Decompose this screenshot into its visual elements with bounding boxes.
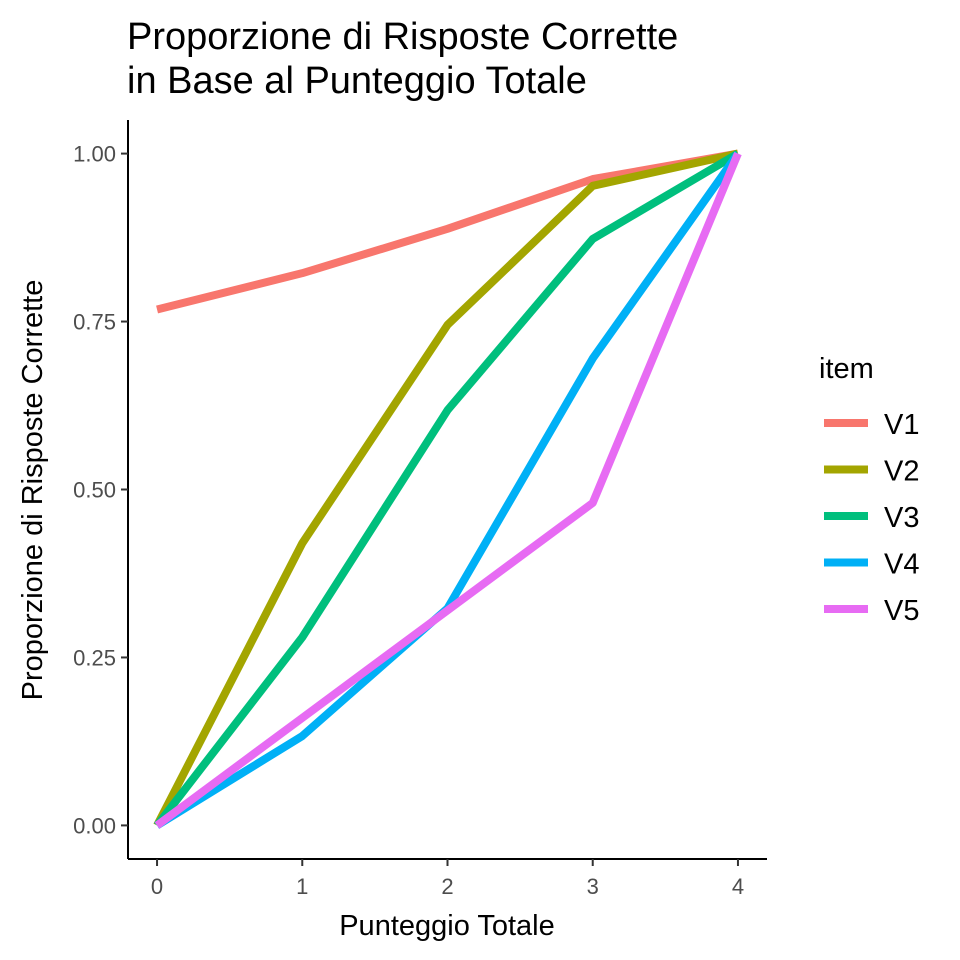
- chart-title-line-1: Proporzione di Risposte Corrette: [127, 16, 679, 58]
- series-line-v3: [153, 150, 740, 828]
- x-tick-label: 1: [296, 874, 308, 899]
- x-tick-label: 2: [441, 874, 453, 899]
- legend-label-v3: V3: [884, 502, 919, 534]
- legend-label-v5: V5: [884, 595, 919, 627]
- series-line-v4: [154, 151, 742, 829]
- legend-label-v2: V2: [884, 456, 919, 488]
- legend-label-v4: V4: [884, 549, 919, 581]
- y-tick-label: 1.00: [73, 142, 116, 167]
- y-axis-title: Proporzione di Risposte Corrette: [17, 280, 49, 701]
- legend: item V1 V2 V3 V4 V5: [819, 353, 919, 627]
- x-tick-label: 0: [151, 874, 163, 899]
- plot-lines: [153, 149, 742, 829]
- legend-title: item: [819, 353, 874, 385]
- y-tick-label: 0.75: [73, 310, 116, 335]
- series-line-v1: [156, 149, 739, 314]
- x-tick-label: 3: [587, 874, 599, 899]
- y-tick-label: 0.25: [73, 645, 116, 670]
- y-tick-label: 0.50: [73, 478, 116, 503]
- chart-title-line-2: in Base al Punteggio Totale: [127, 60, 587, 102]
- series-line-v2: [153, 149, 739, 828]
- x-axis-title: Punteggio Totale: [339, 910, 555, 942]
- series-line-v5: [154, 152, 742, 829]
- legend-label-v1: V1: [884, 409, 919, 441]
- x-tick-label: 4: [732, 874, 744, 899]
- axes: 0.00 0.25 0.50 0.75 1.00 0 1 2 3 4: [73, 120, 767, 899]
- y-tick-label: 0.00: [73, 813, 116, 838]
